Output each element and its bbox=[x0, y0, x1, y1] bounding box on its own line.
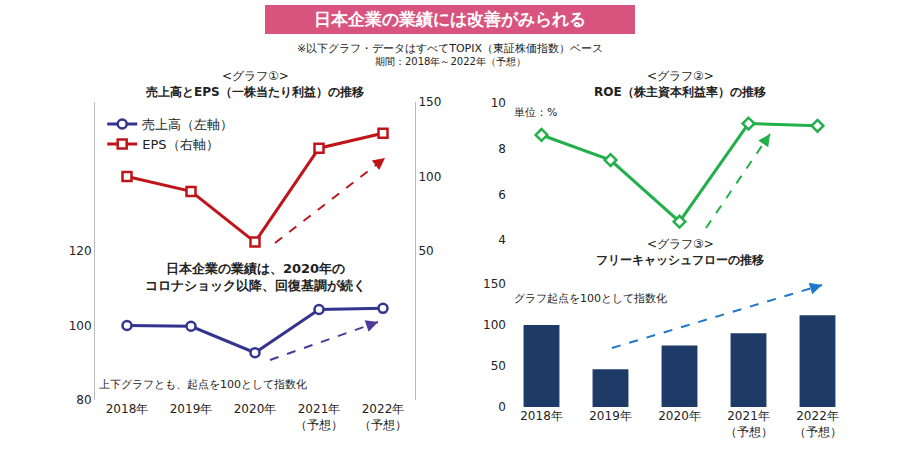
svg-text:期間：2018年～2022年（予想）: 期間：2018年～2022年（予想） bbox=[375, 56, 526, 67]
svg-text:※以下グラフ・データはすべてTOPIX（東証株価指数）ベース: ※以下グラフ・データはすべてTOPIX（東証株価指数）ベース bbox=[297, 42, 603, 55]
svg-text:<グラフ③>: <グラフ③> bbox=[647, 237, 714, 251]
svg-text:50: 50 bbox=[418, 244, 433, 258]
svg-text:2018年: 2018年 bbox=[106, 402, 149, 416]
svg-text:売上高（左軸）: 売上高（左軸） bbox=[142, 117, 233, 132]
svg-text:2021年（予想）: 2021年（予想） bbox=[295, 402, 343, 432]
svg-text:50: 50 bbox=[491, 359, 506, 373]
svg-text:2022年（予想）: 2022年（予想） bbox=[359, 402, 407, 432]
svg-text:0: 0 bbox=[498, 400, 506, 414]
svg-text:2020年: 2020年 bbox=[658, 409, 701, 423]
svg-text:8: 8 bbox=[498, 142, 506, 156]
svg-text:2019年: 2019年 bbox=[589, 409, 632, 423]
svg-text:単位：%: 単位：% bbox=[514, 106, 557, 119]
svg-text:100: 100 bbox=[69, 319, 92, 333]
svg-text:上下グラフとも、起点を100として指数化: 上下グラフとも、起点を100として指数化 bbox=[99, 378, 307, 391]
svg-text:10: 10 bbox=[491, 96, 506, 110]
svg-text:150: 150 bbox=[483, 277, 506, 291]
svg-text:ROE（株主資本利益率）の推移: ROE（株主資本利益率）の推移 bbox=[594, 85, 766, 99]
svg-text:<グラフ②>: <グラフ②> bbox=[647, 69, 714, 83]
svg-text:120: 120 bbox=[69, 244, 92, 258]
svg-text:日本企業の業績は、2020年のコロナショック以降、回復基調が: 日本企業の業績は、2020年のコロナショック以降、回復基調が続く bbox=[145, 261, 366, 293]
svg-text:フリーキャッシュフローの推移: フリーキャッシュフローの推移 bbox=[596, 253, 764, 267]
svg-text:80: 80 bbox=[76, 393, 91, 407]
svg-text:2020年: 2020年 bbox=[234, 402, 277, 416]
svg-text:100: 100 bbox=[418, 170, 441, 184]
svg-text:日本企業の業績には改善がみられる: 日本企業の業績には改善がみられる bbox=[314, 9, 586, 29]
svg-text:2021年（予想）: 2021年（予想） bbox=[725, 409, 773, 439]
svg-text:グラフ起点を100として指数化: グラフ起点を100として指数化 bbox=[514, 292, 667, 305]
svg-text:<グラフ①>: <グラフ①> bbox=[222, 69, 289, 83]
svg-text:EPS（右軸）: EPS（右軸） bbox=[142, 137, 218, 152]
svg-text:2019年: 2019年 bbox=[170, 402, 213, 416]
svg-text:150: 150 bbox=[418, 95, 441, 109]
svg-text:4: 4 bbox=[498, 233, 506, 247]
svg-text:100: 100 bbox=[483, 318, 506, 332]
svg-text:2022年（予想）: 2022年（予想） bbox=[794, 409, 842, 439]
svg-text:売上高とEPS（一株当たり利益）の推移: 売上高とEPS（一株当たり利益）の推移 bbox=[146, 85, 364, 99]
svg-text:6: 6 bbox=[498, 188, 506, 202]
svg-text:2018年: 2018年 bbox=[520, 409, 563, 423]
